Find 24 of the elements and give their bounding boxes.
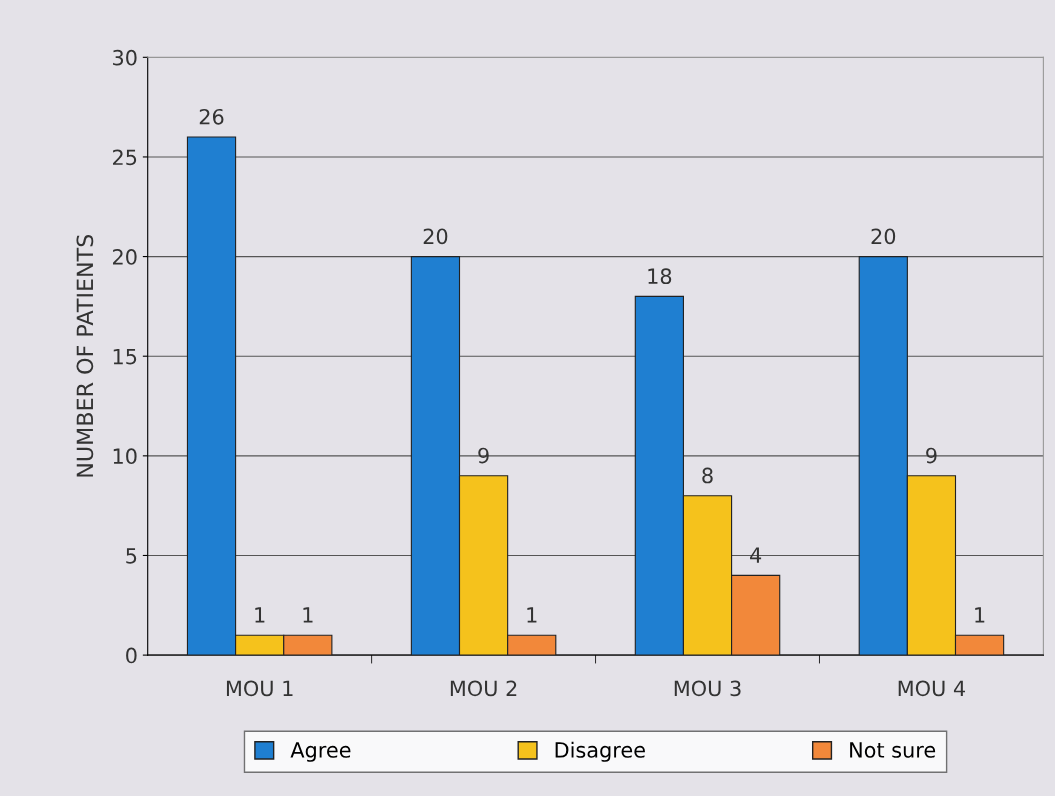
- data-label: 26: [199, 108, 224, 125]
- x-tick-label: MOU 3: [674, 680, 741, 697]
- data-label: 20: [871, 228, 896, 245]
- x-tick-label: MOU 4: [898, 680, 966, 697]
- data-label: 18: [648, 268, 672, 285]
- data-label: 1: [255, 607, 265, 623]
- y-tick-label: 5: [126, 548, 137, 564]
- legend-label: Disagree: [555, 741, 645, 762]
- data-label: 1: [975, 607, 985, 623]
- data-label: 1: [527, 607, 537, 623]
- y-tick-label: 30: [113, 49, 137, 66]
- x-tick-label: MOU 2: [450, 680, 517, 697]
- y-tick-label: 15: [113, 348, 137, 365]
- data-label: 8: [702, 467, 713, 484]
- legend-label: Agree: [290, 742, 351, 762]
- y-tick-label: 0: [126, 647, 137, 664]
- legend-label: Not sure: [850, 742, 936, 758]
- data-label: 20: [423, 228, 448, 245]
- x-tick-label: MOU 1: [226, 680, 293, 697]
- y-axis-title: NUMBER OF PATIENTS: [76, 234, 94, 477]
- data-label: 1: [303, 607, 313, 623]
- y-tick-label: 25: [112, 149, 137, 166]
- y-tick-label: 20: [112, 249, 137, 265]
- y-tick-label: 10: [113, 448, 137, 465]
